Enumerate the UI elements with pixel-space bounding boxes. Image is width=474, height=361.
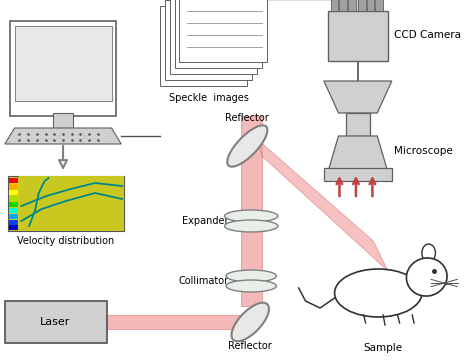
Polygon shape xyxy=(240,116,262,306)
Text: Expander: Expander xyxy=(182,216,229,226)
Ellipse shape xyxy=(227,125,267,167)
Polygon shape xyxy=(329,136,387,169)
Ellipse shape xyxy=(335,269,422,317)
Bar xyxy=(339,0,347,11)
Ellipse shape xyxy=(225,210,278,222)
Text: Velocity distribution: Velocity distribution xyxy=(18,236,115,246)
Bar xyxy=(160,6,247,86)
Bar xyxy=(9,196,18,201)
Ellipse shape xyxy=(226,280,276,292)
Bar xyxy=(9,178,18,183)
Bar xyxy=(54,113,73,128)
Bar xyxy=(375,0,383,11)
Bar xyxy=(348,0,356,11)
Bar xyxy=(19,176,124,231)
Text: Reflector: Reflector xyxy=(228,341,272,351)
Bar xyxy=(165,0,252,80)
Polygon shape xyxy=(257,139,388,271)
Bar xyxy=(346,113,370,136)
Ellipse shape xyxy=(231,303,269,341)
Bar xyxy=(9,190,18,195)
Polygon shape xyxy=(5,128,121,144)
Bar xyxy=(9,214,18,219)
Text: Microscope: Microscope xyxy=(394,146,453,156)
Bar xyxy=(174,0,262,68)
Polygon shape xyxy=(107,315,250,329)
Ellipse shape xyxy=(225,220,278,232)
Bar xyxy=(15,26,111,101)
Ellipse shape xyxy=(226,270,276,282)
Ellipse shape xyxy=(422,244,436,262)
Text: Speckle  images: Speckle images xyxy=(169,93,248,103)
Bar xyxy=(366,0,374,11)
Bar xyxy=(180,0,267,62)
Bar xyxy=(331,0,338,11)
Bar xyxy=(9,184,18,189)
Bar xyxy=(9,208,18,213)
Bar xyxy=(170,0,257,74)
Text: Laser: Laser xyxy=(40,317,71,327)
Polygon shape xyxy=(324,81,392,113)
Text: CCD Camera: CCD Camera xyxy=(394,30,461,40)
Bar xyxy=(5,301,107,343)
Text: Sample: Sample xyxy=(364,343,402,353)
Bar xyxy=(328,11,388,61)
Bar xyxy=(9,225,18,230)
Bar xyxy=(9,202,18,207)
Bar xyxy=(358,0,365,11)
Bar xyxy=(324,168,392,181)
Bar xyxy=(9,21,117,116)
Text: Reflector: Reflector xyxy=(226,113,269,123)
Bar xyxy=(9,220,18,225)
Bar xyxy=(8,176,124,231)
Text: Collimator: Collimator xyxy=(179,276,229,286)
Ellipse shape xyxy=(406,258,447,296)
